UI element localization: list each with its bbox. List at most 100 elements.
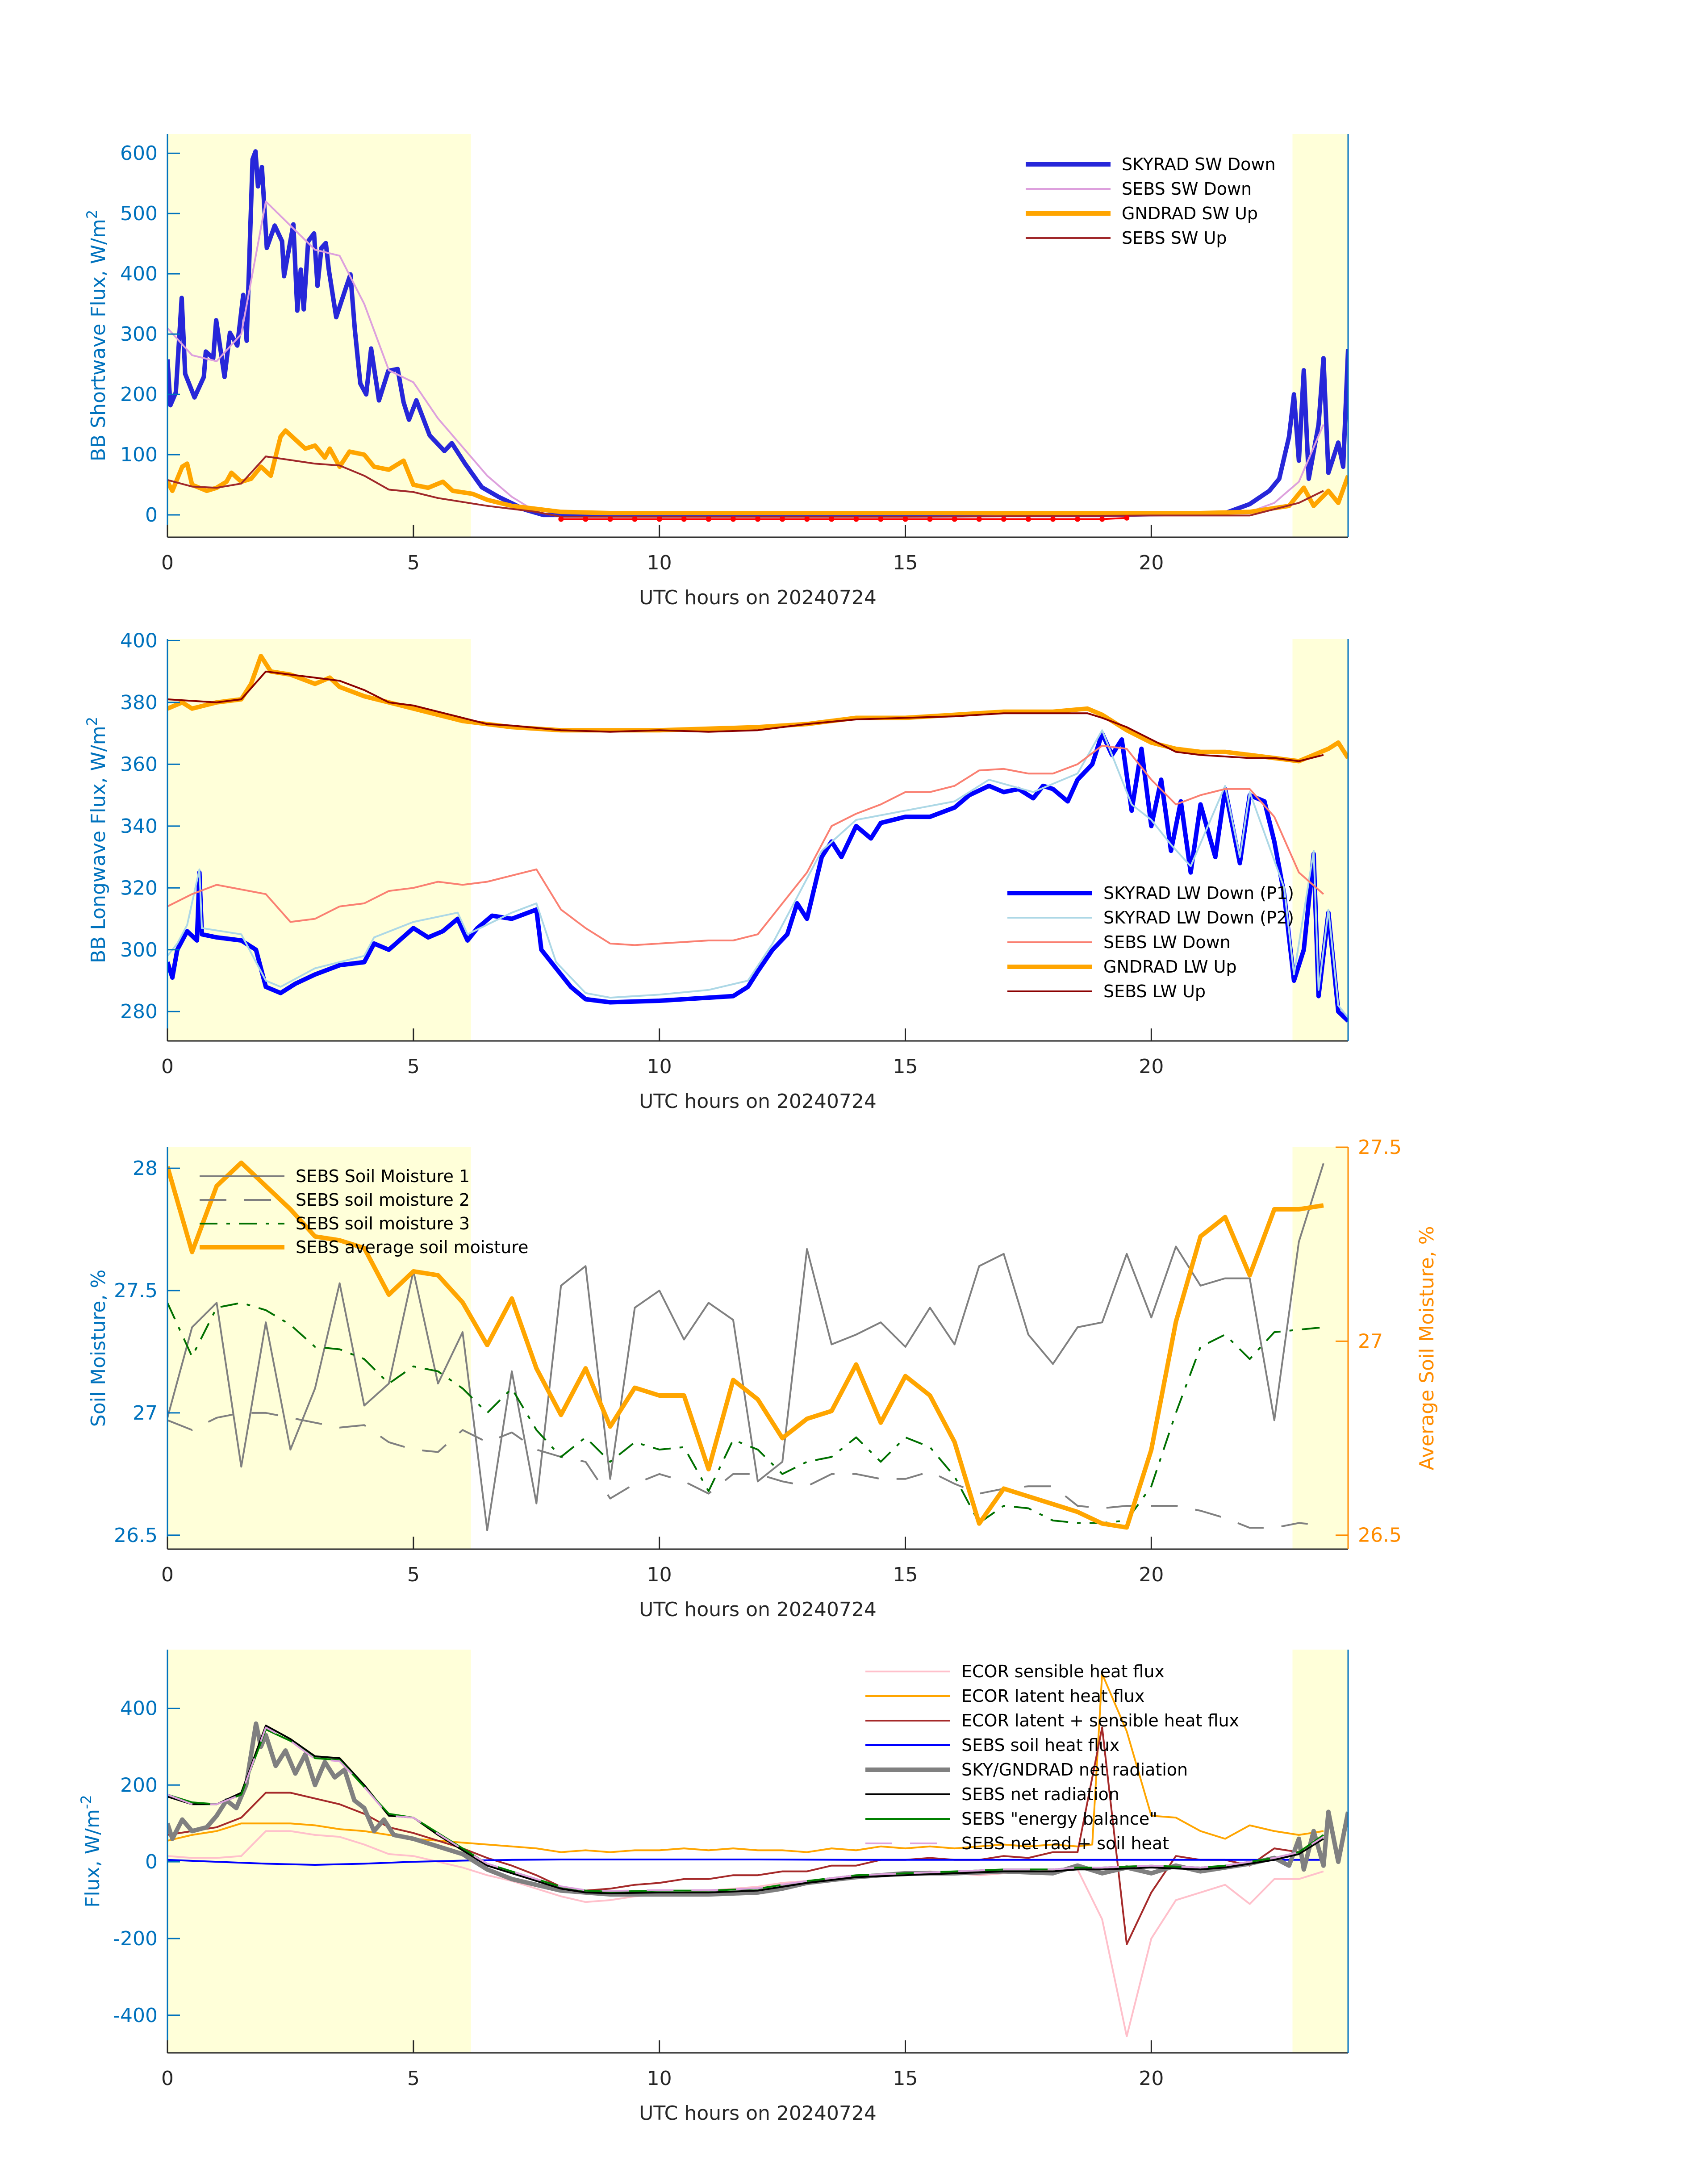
legend-item: SEBS SW Down [1026,179,1252,199]
panel-4: 0 5 10 15 20 -400 -200 0 200 400 UTC hours on 2024… [78,1650,1349,2125]
plot-area [167,654,1348,1023]
x-tick-label: 0 [161,1563,174,1586]
x-tick-label: 10 [647,552,672,574]
legend-label: SEBS LW Up [1103,982,1206,1001]
legend-label: SKY/GNDRAD net radiation [961,1760,1188,1780]
legend-label: SEBS "energy balance" [961,1809,1157,1829]
legend: SEBS Soil Moisture 1 SEBS soil moisture 2… [200,1166,528,1257]
legend-item: ECOR sensible heat flux [865,1662,1165,1681]
y-axis-label-superscript: 2 [84,210,100,219]
y-tick-label: 320 [120,877,158,899]
legend-label: ECOR latent + sensible heat flux [961,1711,1239,1730]
series-line-4 [167,1859,1324,1866]
y-tick-label: 360 [120,753,158,776]
y-tick-label: 200 [120,383,158,406]
legend-item: SEBS soil moisture 2 [200,1190,470,1210]
x-tick-label: 0 [161,2067,174,2090]
x-tick-label: 15 [893,2067,918,2090]
legend-label: SEBS SW Up [1122,228,1227,248]
x-tick-label: 15 [893,552,918,574]
x-tick-label: 0 [161,552,174,574]
data-marker [607,516,613,522]
y-axis-label-text: Soil Moisture, % [87,1270,110,1427]
series-line-5 [561,517,1127,520]
legend-label: SEBS average soil moisture [296,1237,528,1257]
legend-item: SEBS soil heat flux [865,1735,1119,1755]
data-marker [730,516,736,522]
legend-item: SEBS Soil Moisture 1 [200,1166,470,1186]
y-tick-label: 340 [120,815,158,838]
data-marker [1075,516,1081,522]
data-marker [1124,515,1130,521]
legend-label: SEBS net rad + soil heat [961,1834,1169,1853]
data-marker [829,516,835,522]
data-marker [1001,516,1006,522]
legend-item: SKYRAD LW Down (P1) [1007,883,1294,903]
plot-area [167,1160,1324,1531]
night-shading [167,1147,471,1549]
series-line-4 [167,1160,1324,1530]
x-tick-label: 20 [1139,1563,1164,1586]
legend-label: SKYRAD SW Down [1122,155,1276,174]
legend-label: SEBS soil moisture 3 [296,1214,470,1233]
x-tick-label: 0 [161,1055,174,1078]
y-tick-label: 0 [145,504,158,526]
x-tick-label: 5 [407,1055,420,1078]
legend-item: SKYRAD SW Down [1026,155,1276,174]
y-tick-label: 26.5 [114,1524,158,1547]
data-marker [681,516,687,522]
y-axis-label-right: Average Soil Moisture, % [1416,1226,1438,1470]
series-line-1 [167,149,1348,518]
data-marker [853,516,859,522]
y-tick-label: 200 [120,1774,158,1797]
y-tick-label: 400 [120,629,158,652]
legend-item: GNDRAD LW Up [1007,957,1237,977]
y-axis-label: Soil Moisture, % [87,1270,110,1427]
night-shading [167,1650,471,2053]
y-tick-label: 280 [120,1000,158,1023]
y-tick-label: 300 [120,939,158,961]
y-axis-label-superscript: 2 [84,717,100,726]
legend-label: GNDRAD LW Up [1103,957,1237,977]
legend-label: SKYRAD LW Down (P1) [1103,883,1294,903]
night-shading [1292,134,1348,537]
y-right-tick-label: 27 [1358,1330,1383,1353]
legend-item: SEBS "energy balance" [865,1809,1157,1829]
data-marker [632,516,638,522]
data-marker [902,516,908,522]
legend-item: ECOR latent + sensible heat flux [865,1711,1239,1730]
data-marker [706,516,711,522]
x-axis-label: UTC hours on 20240724 [639,2102,877,2125]
legend-item: ECOR latent heat flux [865,1686,1144,1706]
legend: ECOR sensible heat flux ECOR latent heat … [865,1662,1239,1853]
x-tick-label: 10 [647,2067,672,2090]
x-axis-label: UTC hours on 20240724 [639,1090,877,1113]
legend-item: SEBS net rad + soil heat [865,1834,1169,1853]
legend-label: SEBS soil moisture 2 [296,1190,470,1210]
night-shading [1292,1147,1348,1549]
series-line-8 [167,1726,1324,1892]
y-axis-label: BB Longwave Flux, W/m2 [84,717,110,963]
data-marker [927,516,933,522]
y-axis-label-text: Flux, W/m [81,1809,104,1908]
x-tick-label: 20 [1139,552,1164,574]
series-line-6 [167,1725,1324,1894]
y-tick-label: 500 [120,202,158,225]
legend-item: SEBS average soil moisture [200,1237,528,1257]
x-tick-label: 15 [893,1563,918,1586]
series-line-1 [167,1830,1324,2038]
legend-item: SEBS LW Down [1007,932,1231,952]
series-line-2 [167,1412,1324,1529]
x-tick-label: 5 [407,2067,420,2090]
legend-item: SEBS soil moisture 3 [200,1214,470,1233]
legend-label: SEBS Soil Moisture 1 [296,1166,470,1186]
y-tick-label: 27.5 [114,1279,158,1302]
series-line-2 [167,1673,1324,1853]
data-marker [780,516,785,522]
y-axis-label-superscript: -2 [78,1795,95,1809]
y-tick-label: 100 [120,443,158,466]
plot-area [167,149,1348,522]
y-axis-label-text: BB Longwave Flux, W/m [87,726,110,963]
series-line-5 [167,670,1324,762]
x-axis-label: UTC hours on 20240724 [639,1598,877,1621]
